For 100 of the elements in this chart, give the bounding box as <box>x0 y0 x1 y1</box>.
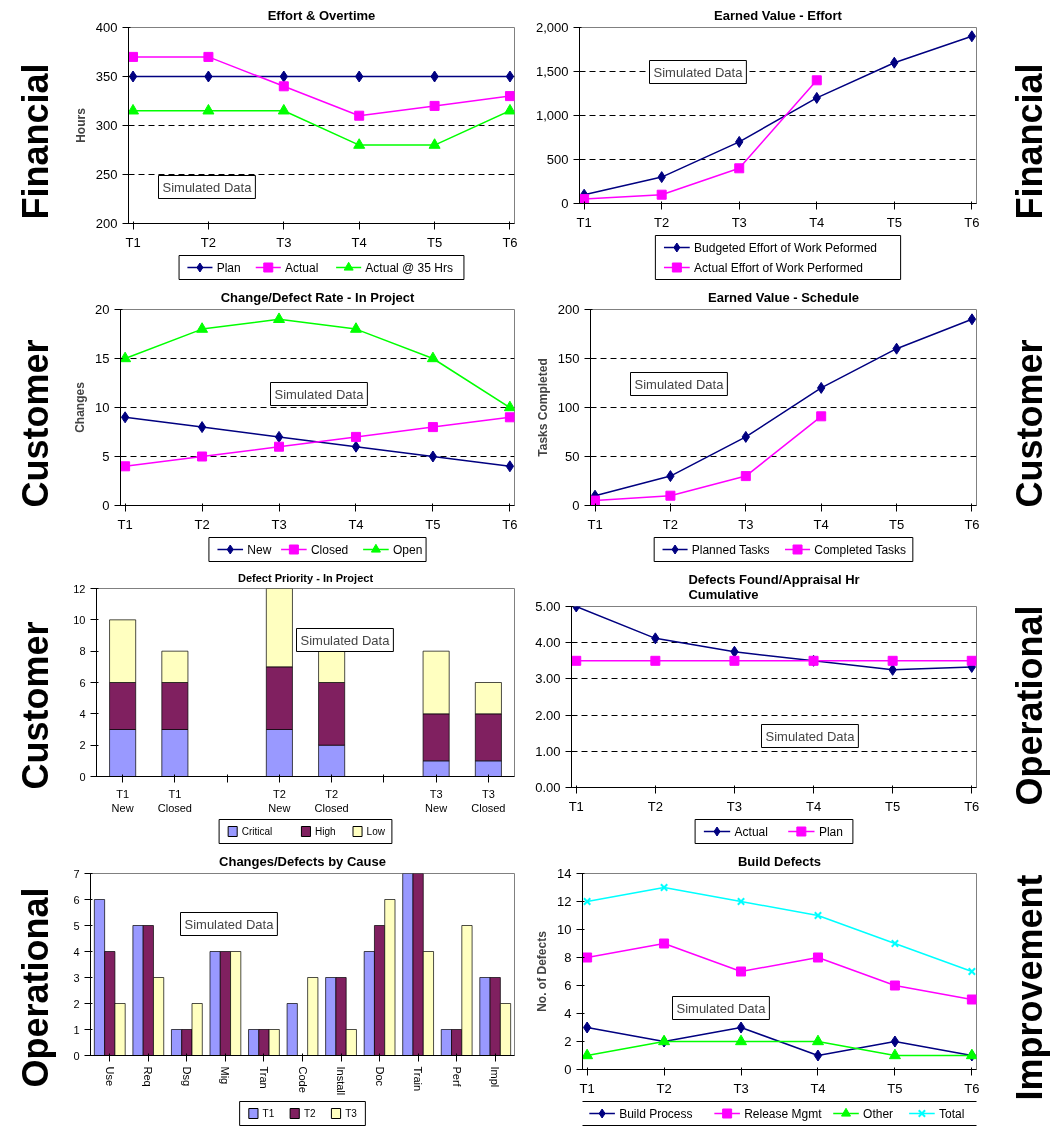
text: Financial <box>15 63 56 220</box>
y-tick-label: 100 <box>557 400 580 415</box>
chart-title: Change/Defect Rate - In Project <box>220 289 415 305</box>
x-tick-label: Impl <box>489 1066 502 1088</box>
x-tick-label: T6 <box>964 214 980 230</box>
y-tick-label: 3 <box>73 971 80 984</box>
x-tick-label: T3 <box>276 234 292 250</box>
y-tick-label: 4 <box>564 1006 572 1021</box>
y-tick-label: 200 <box>557 302 580 317</box>
text: Improvement <box>1009 874 1050 1101</box>
x-tick-label: T2 <box>654 214 670 230</box>
x-tick-label: T6 <box>502 234 518 250</box>
annotation: Simulated Data <box>676 1000 767 1016</box>
y-tick-label: 1 <box>73 1023 80 1036</box>
x-tick-label: T6 <box>964 516 980 532</box>
x-tick-label: T2 <box>194 516 210 532</box>
chart-title: Changes/Defects by Cause <box>219 853 386 869</box>
y-tick-label: 14 <box>557 866 572 881</box>
y-tick-label: 20 <box>95 302 110 317</box>
x-tick-label: Req <box>142 1066 155 1087</box>
annotation: Simulated Data <box>184 916 275 932</box>
text: Financial <box>1009 63 1050 220</box>
y-tick-label: 1.00 <box>535 743 561 759</box>
x-tick-label: T6 <box>502 516 518 532</box>
y-tick-label: 2 <box>73 997 80 1010</box>
y-tick-label: 6 <box>73 893 80 906</box>
annotation: Simulated Data <box>765 728 856 744</box>
x-tick-label: T1 <box>568 798 584 814</box>
annotation: Simulated Data <box>300 632 391 648</box>
y-tick-label: 8 <box>564 950 572 965</box>
y-tick-label: 350 <box>95 69 118 84</box>
x-tick-label: T3 <box>738 516 754 532</box>
x-tick-label: T4 <box>813 516 829 532</box>
x-tick-label: Use <box>103 1066 116 1087</box>
x-tick-label: Tran <box>257 1066 270 1089</box>
x-tick-label: T2 <box>647 798 663 814</box>
legend-label: Total <box>938 1106 965 1121</box>
y-tick-label: 150 <box>557 351 580 366</box>
y-axis-title: Hours <box>73 107 88 143</box>
x-tick-label: T2 <box>662 516 678 532</box>
annotation: Simulated Data <box>162 179 253 195</box>
x-tick-label: Train <box>412 1066 425 1092</box>
y-tick-label: 0 <box>572 498 580 513</box>
legend-label: Planned Tasks <box>691 542 770 557</box>
legend-label: T1 <box>262 1108 275 1119</box>
annotation: Simulated Data <box>274 386 365 402</box>
x-tick-label: T6 <box>964 798 980 814</box>
chart-title: Defect Priority - In Project <box>237 571 374 584</box>
legend-label: Release Mgmt <box>744 1106 823 1121</box>
legend-label: Budgeted Effort of Work Peformed <box>694 240 878 255</box>
x-tick-label: T4 <box>351 234 367 250</box>
x-tick-label: Dsg <box>180 1066 193 1087</box>
y-tick-label: 6 <box>564 978 572 993</box>
chart-title: Effort & Overtime <box>267 7 376 23</box>
x-tick-label: T1 <box>579 1080 595 1096</box>
text: Operational <box>1009 605 1050 806</box>
chart-title: Defects Found/Appraisal Hr Cumulative <box>688 571 860 602</box>
x-tick-label: T3 <box>271 516 287 532</box>
y-tick-label: 0 <box>561 196 569 211</box>
legend-label: Critical <box>241 826 273 837</box>
y-tick-label: 0 <box>102 498 110 513</box>
text: Customer <box>15 339 56 508</box>
x-tick-label: T1 New <box>111 787 134 814</box>
text: Customer <box>1009 339 1050 508</box>
y-tick-label: 0 <box>79 770 86 783</box>
y-tick-label: 5 <box>102 449 110 464</box>
chart-title: Earned Value - Schedule <box>708 289 859 305</box>
chart-title: Earned Value - Effort <box>714 7 843 23</box>
legend-label: T2 <box>303 1108 316 1119</box>
y-tick-label: 7 <box>73 867 80 880</box>
legend-label: Plan <box>818 824 843 839</box>
x-tick-label: T3 New <box>425 787 448 814</box>
y-tick-label: 12 <box>73 582 86 595</box>
y-tick-label: 3.00 <box>535 671 561 687</box>
y-tick-label: 1,000 <box>535 108 569 123</box>
y-tick-label: 250 <box>95 167 118 182</box>
y-tick-label: 50 <box>565 449 580 464</box>
legend-label: Completed Tasks <box>814 542 907 557</box>
y-axis-title: No. of Defects <box>535 930 550 1012</box>
x-tick-label: T5 <box>425 516 441 532</box>
y-tick-label: 0 <box>73 1049 80 1062</box>
y-tick-label: 10 <box>95 400 110 415</box>
x-tick-label: T3 <box>726 798 743 814</box>
x-tick-label: T1 <box>576 214 592 230</box>
y-tick-label: 0 <box>564 1062 572 1077</box>
y-tick-label: 4 <box>73 945 80 958</box>
x-tick-label: T3 Closed <box>471 787 506 814</box>
text: Operational <box>15 887 56 1088</box>
y-tick-label: 4.00 <box>535 635 561 651</box>
y-tick-label: 2 <box>79 739 86 752</box>
y-tick-label: 200 <box>95 216 118 231</box>
x-tick-label: Doc <box>373 1066 386 1087</box>
y-tick-label: 1,500 <box>535 64 569 79</box>
x-tick-label: T6 <box>964 1080 980 1096</box>
text: Customer <box>15 621 56 790</box>
legend-label: Other <box>863 1106 894 1121</box>
x-tick-label: T3 <box>733 1080 749 1096</box>
y-tick-label: 10 <box>73 613 86 626</box>
x-tick-label: T4 <box>348 516 364 532</box>
chart-title: Build Defects <box>737 853 822 869</box>
